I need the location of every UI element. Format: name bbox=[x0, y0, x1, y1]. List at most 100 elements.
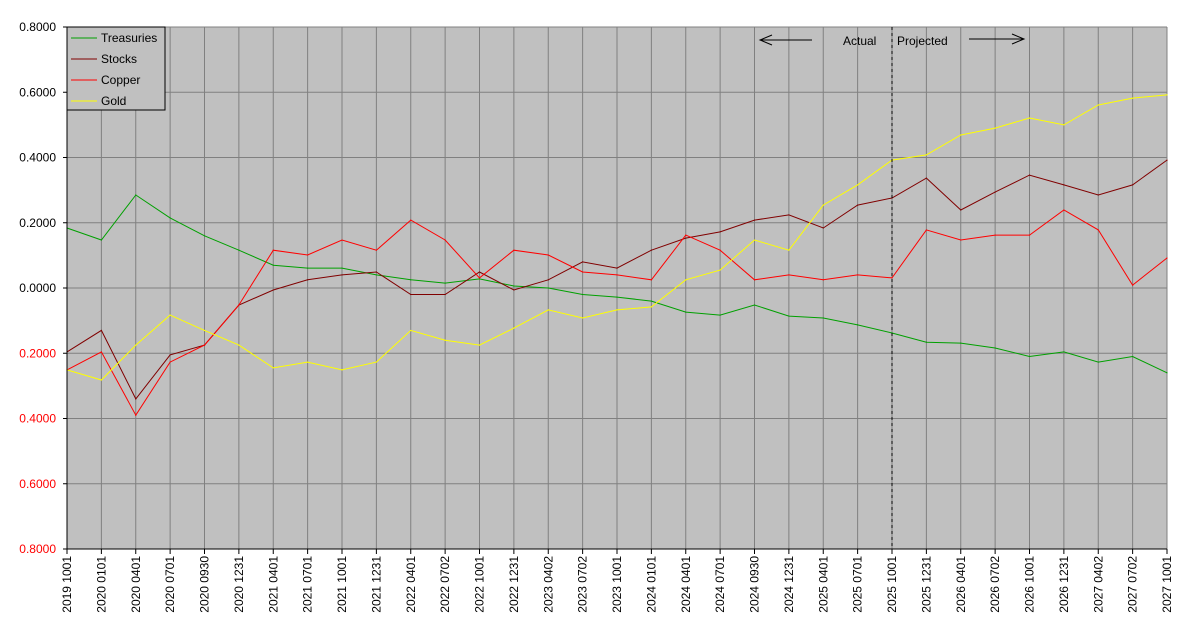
data-point-treasuries bbox=[478, 278, 481, 280]
data-point-gold bbox=[203, 329, 206, 332]
data-point-copper bbox=[169, 361, 171, 363]
data-point-treasuries bbox=[822, 317, 824, 319]
data-point-gold bbox=[307, 361, 309, 363]
data-point-gold bbox=[616, 309, 618, 311]
data-point-copper bbox=[375, 249, 377, 251]
y-tick-label: 0.6000 bbox=[19, 477, 56, 491]
x-tick-label: 2019 1001 bbox=[60, 556, 74, 613]
x-tick-label: 2026 1001 bbox=[1023, 556, 1037, 613]
data-point-stocks bbox=[616, 267, 618, 269]
legend-label-copper: Copper bbox=[101, 73, 140, 87]
x-tick-label: 2020 1231 bbox=[232, 556, 246, 613]
data-point-stocks bbox=[547, 279, 549, 281]
data-point-copper bbox=[857, 274, 859, 276]
data-point-stocks bbox=[1097, 194, 1099, 196]
y-tick-label: 0.4000 bbox=[19, 412, 56, 426]
data-point-gold bbox=[960, 134, 962, 136]
x-tick-label: 2021 0701 bbox=[301, 556, 315, 613]
x-tick-label: 2025 1001 bbox=[885, 556, 899, 613]
projected-label: Projected bbox=[897, 34, 948, 48]
y-tick-label: 0.8000 bbox=[19, 20, 56, 34]
data-point-copper bbox=[582, 271, 584, 273]
data-point-treasuries bbox=[272, 264, 274, 266]
data-point-stocks bbox=[925, 177, 927, 179]
y-tick-label: 0.6000 bbox=[19, 85, 56, 99]
data-point-copper bbox=[960, 239, 962, 241]
data-point-copper bbox=[994, 234, 996, 236]
data-point-gold bbox=[547, 309, 549, 311]
data-point-copper bbox=[1097, 229, 1099, 231]
data-point-treasuries bbox=[788, 315, 790, 317]
data-point-gold bbox=[925, 154, 927, 156]
data-point-treasuries bbox=[994, 347, 996, 349]
data-point-gold bbox=[822, 204, 824, 206]
x-tick-label: 2021 1231 bbox=[369, 556, 383, 613]
y-tick-label: 0.4000 bbox=[19, 151, 56, 165]
data-point-stocks bbox=[582, 261, 584, 263]
x-tick-label: 2025 1231 bbox=[919, 556, 933, 613]
data-point-treasuries bbox=[135, 194, 137, 196]
legend-label-stocks: Stocks bbox=[101, 52, 137, 66]
x-tick-label: 2023 0402 bbox=[541, 556, 555, 613]
data-point-treasuries bbox=[719, 314, 721, 316]
x-tick-label: 2020 0101 bbox=[94, 556, 108, 613]
data-point-copper bbox=[547, 254, 549, 256]
y-tick-label: 0.2000 bbox=[19, 216, 56, 230]
data-point-gold bbox=[753, 239, 756, 241]
x-tick-label: 2024 0930 bbox=[748, 556, 762, 613]
data-point-copper bbox=[135, 414, 137, 416]
data-point-treasuries bbox=[238, 249, 240, 251]
data-point-stocks bbox=[822, 227, 824, 229]
data-point-gold bbox=[994, 127, 996, 129]
data-point-stocks bbox=[341, 274, 343, 276]
data-point-treasuries bbox=[857, 324, 859, 326]
y-tick-label: 0.2000 bbox=[19, 346, 56, 360]
data-point-gold bbox=[857, 184, 859, 186]
data-point-gold bbox=[1028, 117, 1031, 119]
data-point-copper bbox=[410, 219, 412, 221]
data-point-gold bbox=[478, 344, 481, 346]
data-point-copper bbox=[650, 279, 652, 281]
left-arrow-icon bbox=[758, 34, 812, 46]
data-point-stocks bbox=[375, 271, 377, 273]
data-point-gold bbox=[375, 361, 377, 363]
x-tick-label: 2023 1001 bbox=[610, 556, 624, 613]
data-point-treasuries bbox=[1132, 355, 1134, 358]
data-point-treasuries bbox=[375, 274, 377, 276]
data-point-copper bbox=[1166, 257, 1168, 259]
data-point-treasuries bbox=[650, 300, 652, 302]
data-point-gold bbox=[582, 317, 584, 319]
data-point-treasuries bbox=[100, 239, 102, 241]
x-tick-label: 2026 0401 bbox=[954, 556, 968, 613]
data-point-copper bbox=[616, 274, 618, 276]
data-point-stocks bbox=[1166, 159, 1168, 161]
x-tick-label: 2020 0930 bbox=[198, 556, 212, 613]
data-point-treasuries bbox=[169, 217, 171, 219]
x-tick-label: 2024 1231 bbox=[782, 556, 796, 613]
data-point-gold bbox=[1166, 94, 1168, 96]
data-point-stocks bbox=[100, 329, 102, 332]
x-tick-label: 2027 0702 bbox=[1126, 556, 1140, 613]
x-tick-label: 2021 1001 bbox=[335, 556, 349, 613]
data-point-gold bbox=[100, 379, 102, 381]
data-point-stocks bbox=[135, 398, 137, 400]
data-point-stocks bbox=[410, 293, 412, 296]
data-point-stocks bbox=[685, 237, 687, 239]
data-point-stocks bbox=[650, 249, 652, 251]
data-point-stocks bbox=[994, 191, 996, 193]
data-point-copper bbox=[788, 274, 790, 276]
legend-label-treasuries: Treasuries bbox=[101, 31, 157, 45]
data-point-gold bbox=[135, 344, 137, 346]
data-point-copper bbox=[341, 239, 343, 241]
x-tick-label: 2022 1231 bbox=[507, 556, 521, 613]
data-point-gold bbox=[341, 369, 343, 371]
data-point-stocks bbox=[960, 209, 962, 211]
data-point-stocks bbox=[444, 293, 446, 296]
data-point-gold bbox=[1097, 104, 1099, 106]
data-point-treasuries bbox=[960, 342, 962, 344]
data-point-treasuries bbox=[203, 235, 206, 237]
x-tick-label: 2024 0101 bbox=[644, 556, 658, 613]
data-point-treasuries bbox=[1166, 372, 1168, 374]
data-point-treasuries bbox=[685, 311, 687, 313]
data-point-gold bbox=[444, 339, 446, 341]
